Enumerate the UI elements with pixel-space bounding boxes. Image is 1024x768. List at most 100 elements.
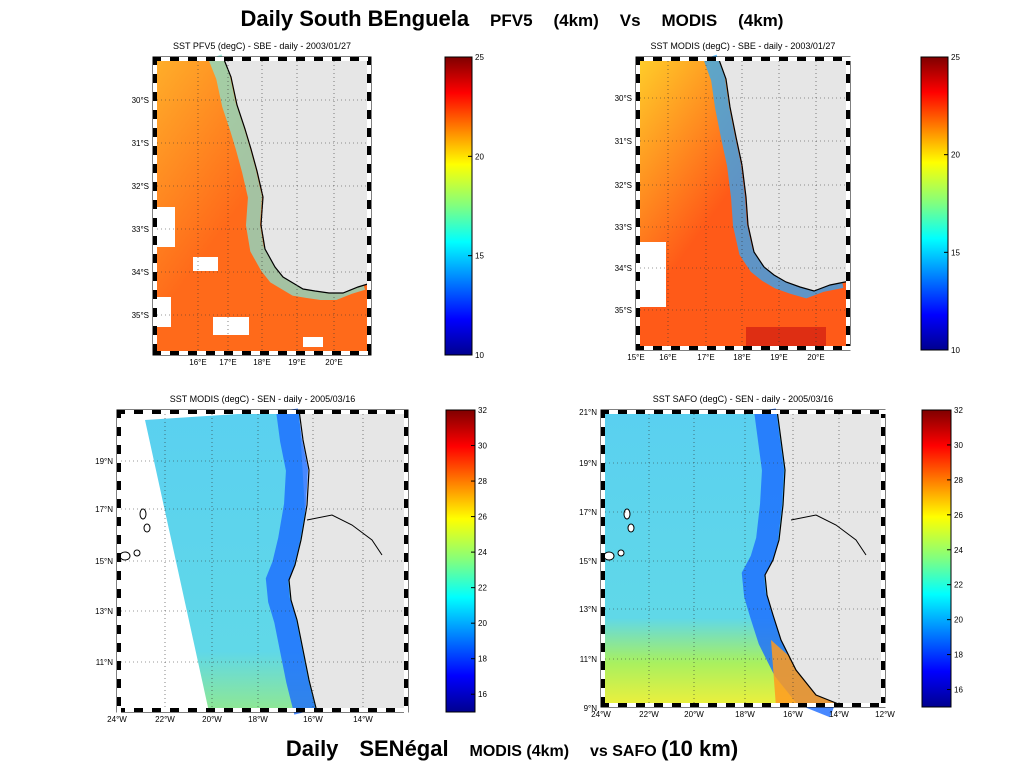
frame-check [404, 616, 408, 625]
frame-check [395, 410, 404, 414]
coastline [288, 409, 318, 713]
frame-check [601, 508, 605, 517]
frame-check [846, 155, 850, 164]
frame-check [117, 526, 121, 535]
frame-check [680, 57, 689, 61]
frame-check [601, 544, 605, 553]
lon-tick-label: 20°E [807, 353, 824, 362]
frame-check [117, 490, 121, 499]
frame-check [125, 708, 134, 712]
frame-check [881, 670, 885, 679]
frame-check [861, 703, 870, 707]
frame-check [367, 263, 371, 272]
map-svg: 21°N 19°N 17°N 15°N 13°N 11°N 9°N24°W 22°W 20°W 1… [579, 406, 963, 719]
colorbar-tick-label: 26 [478, 513, 487, 522]
lat-tick-label: 31°S [615, 137, 632, 146]
frame-check [807, 410, 816, 414]
panel-title: SST MODIS (degC) - SEN - daily - 2005/03… [169, 394, 356, 404]
frame-check [367, 191, 371, 200]
colorbar [921, 409, 952, 708]
frame-check [287, 57, 296, 61]
frame-check [153, 281, 157, 290]
frame-check [404, 490, 408, 499]
lat-tick-label: 32°S [615, 181, 632, 190]
top-title-res2: (4km) [738, 11, 784, 30]
frame-check [233, 410, 242, 414]
frame-check [806, 57, 815, 61]
lon-tick-label: 20°E [325, 358, 342, 367]
frame-check [404, 454, 408, 463]
frame-check [698, 57, 707, 61]
colorbar-tick-label: 20 [475, 152, 484, 161]
lat-tick-label: 34°S [615, 264, 632, 273]
lon-tick-label: 16°E [659, 353, 676, 362]
frame-check [117, 454, 121, 463]
frame-check [645, 703, 654, 707]
lon-tick-label: 22°W [639, 710, 659, 719]
frame-check [367, 65, 371, 74]
frame-check [735, 410, 744, 414]
lon-tick-label: 18°W [248, 715, 268, 724]
frame-check [663, 703, 672, 707]
frame-check [881, 652, 885, 661]
frame-check [881, 472, 885, 481]
colorbar-tick-label: 30 [478, 442, 487, 451]
frame-check [367, 335, 371, 344]
frame-check [861, 410, 870, 414]
lon-tick-label: 18°E [253, 358, 270, 367]
frame-check [153, 335, 157, 344]
frame-check [153, 173, 157, 182]
coastal-upwelling [703, 54, 844, 299]
lat-tick-label: 35°S [615, 306, 632, 315]
frame-check [601, 454, 605, 463]
colorbar [920, 56, 949, 351]
lat-tick-label: 33°S [615, 223, 632, 232]
frame-check [636, 281, 640, 290]
bottom-title: Daily SENégal MODIS (4km) vs SAFO (10 km… [0, 736, 1024, 762]
frame-check [233, 57, 242, 61]
frame-check [367, 227, 371, 236]
frame-check [153, 101, 157, 110]
frame-check [662, 57, 671, 61]
frame-check [215, 708, 224, 712]
frame-check [825, 703, 834, 707]
colorbar-tick-label: 20 [951, 151, 960, 160]
map-panel-senegal-modis: SST MODIS (degC) - SEN - daily - 2005/03… [95, 394, 487, 724]
lon-tick-label: 20°W [684, 710, 704, 719]
frame-check [881, 544, 885, 553]
frame-check [197, 351, 206, 355]
colorbar-tick-label: 16 [954, 686, 963, 695]
frame-check [117, 418, 121, 427]
lat-tick-label: 31°S [132, 139, 149, 148]
frame-check [627, 410, 636, 414]
lat-tick-label: 21°N [579, 408, 597, 417]
frame-check [680, 346, 689, 350]
cloud-gap [193, 257, 218, 271]
top-title-res1: (4km) [553, 11, 599, 30]
frame-check [881, 490, 885, 499]
frame-check [269, 410, 278, 414]
coastal-upwelling [265, 408, 316, 715]
frame-check [770, 57, 779, 61]
frame-check [404, 688, 408, 697]
frame-check [636, 209, 640, 218]
frame-check [287, 410, 296, 414]
lat-tick-label: 15°N [579, 557, 597, 566]
frame-check [143, 410, 152, 414]
frame-check [717, 703, 726, 707]
frame-check [367, 155, 371, 164]
map-field [636, 54, 851, 350]
lon-tick-label: 16°W [783, 710, 803, 719]
frame-check [753, 410, 762, 414]
cloud-gap [636, 242, 666, 307]
frame-check [117, 688, 121, 697]
frame-check [846, 101, 850, 110]
frame-check [341, 351, 350, 355]
frame-check [404, 598, 408, 607]
frame-check [842, 346, 851, 350]
frame-check [843, 703, 852, 707]
frame-check [197, 57, 206, 61]
frame-check [117, 670, 121, 679]
frame-check [117, 580, 121, 589]
map-frame-edge [117, 410, 408, 414]
